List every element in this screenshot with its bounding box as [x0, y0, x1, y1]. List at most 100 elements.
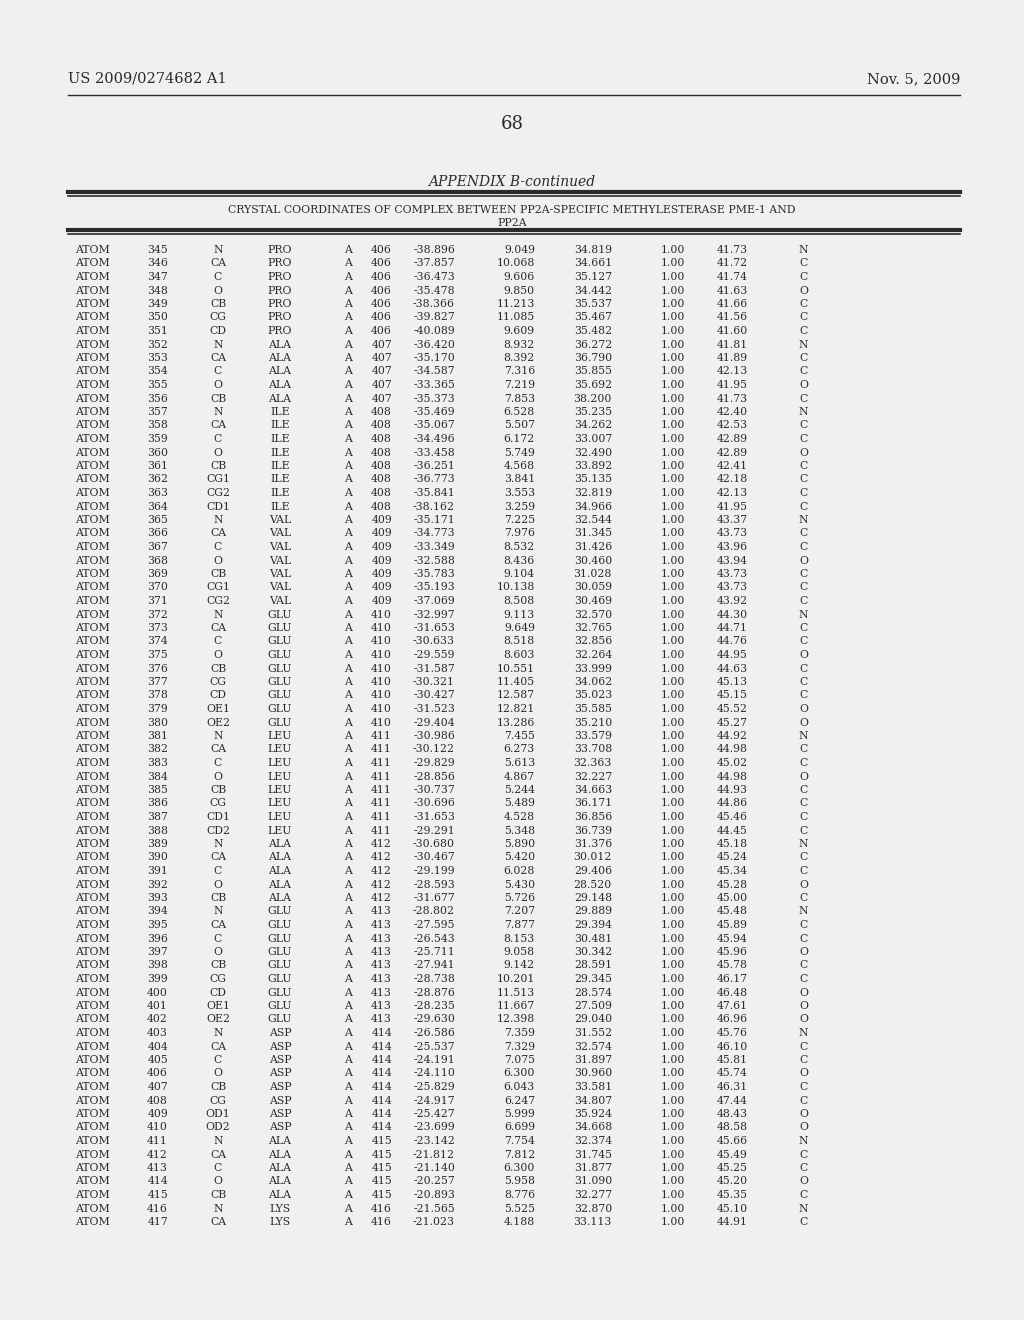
Text: -36.251: -36.251 — [413, 461, 455, 471]
Text: 35.210: 35.210 — [573, 718, 612, 727]
Text: O: O — [799, 987, 808, 998]
Text: CG: CG — [210, 974, 226, 983]
Text: 45.35: 45.35 — [717, 1191, 748, 1200]
Text: 31.345: 31.345 — [573, 528, 612, 539]
Text: 409: 409 — [372, 528, 392, 539]
Text: 411: 411 — [147, 1137, 168, 1146]
Text: 373: 373 — [147, 623, 168, 634]
Text: 41.95: 41.95 — [717, 380, 748, 389]
Text: 35.537: 35.537 — [574, 300, 612, 309]
Text: ATOM: ATOM — [75, 718, 110, 727]
Text: Nov. 5, 2009: Nov. 5, 2009 — [866, 73, 961, 86]
Text: 32.227: 32.227 — [573, 771, 612, 781]
Text: ATOM: ATOM — [75, 664, 110, 673]
Text: 7.207: 7.207 — [504, 907, 535, 916]
Text: 45.24: 45.24 — [717, 853, 748, 862]
Text: 1.00: 1.00 — [660, 272, 685, 282]
Text: ATOM: ATOM — [75, 1001, 110, 1011]
Text: 45.94: 45.94 — [717, 933, 748, 944]
Text: C: C — [800, 1041, 808, 1052]
Text: O: O — [799, 771, 808, 781]
Text: -32.997: -32.997 — [414, 610, 455, 619]
Text: 44.45: 44.45 — [717, 825, 748, 836]
Text: ATOM: ATOM — [75, 840, 110, 849]
Text: 12.398: 12.398 — [497, 1015, 535, 1024]
Text: 1.00: 1.00 — [660, 825, 685, 836]
Text: 408: 408 — [371, 461, 392, 471]
Text: ATOM: ATOM — [75, 285, 110, 296]
Text: 33.113: 33.113 — [573, 1217, 612, 1228]
Text: 32.765: 32.765 — [573, 623, 612, 634]
Text: O: O — [799, 704, 808, 714]
Text: 32.277: 32.277 — [573, 1191, 612, 1200]
Text: 1.00: 1.00 — [660, 946, 685, 957]
Text: 410: 410 — [371, 677, 392, 686]
Text: ALA: ALA — [268, 894, 292, 903]
Text: 41.73: 41.73 — [717, 393, 748, 404]
Text: ATOM: ATOM — [75, 582, 110, 593]
Text: ASP: ASP — [268, 1055, 291, 1065]
Text: 408: 408 — [371, 502, 392, 511]
Text: 34.262: 34.262 — [573, 421, 612, 430]
Text: 413: 413 — [371, 1015, 392, 1024]
Text: C: C — [800, 664, 808, 673]
Text: CB: CB — [210, 393, 226, 404]
Text: A: A — [344, 1001, 352, 1011]
Text: ASP: ASP — [268, 1096, 291, 1106]
Text: C: C — [800, 543, 808, 552]
Text: 7.075: 7.075 — [504, 1055, 535, 1065]
Text: ATOM: ATOM — [75, 434, 110, 444]
Text: 1.00: 1.00 — [660, 246, 685, 255]
Text: 414: 414 — [372, 1028, 392, 1038]
Text: ILE: ILE — [270, 421, 290, 430]
Text: ILE: ILE — [270, 407, 290, 417]
Text: 34.661: 34.661 — [573, 259, 612, 268]
Text: 353: 353 — [147, 352, 168, 363]
Text: O: O — [799, 1109, 808, 1119]
Text: 1.00: 1.00 — [660, 352, 685, 363]
Text: A: A — [344, 515, 352, 525]
Text: 1.00: 1.00 — [660, 744, 685, 755]
Text: 406: 406 — [371, 259, 392, 268]
Text: O: O — [799, 718, 808, 727]
Text: CG1: CG1 — [206, 582, 230, 593]
Text: A: A — [344, 1015, 352, 1024]
Text: A: A — [344, 718, 352, 727]
Text: 31.028: 31.028 — [573, 569, 612, 579]
Text: ATOM: ATOM — [75, 1122, 110, 1133]
Text: 1.00: 1.00 — [660, 961, 685, 970]
Text: 1.00: 1.00 — [660, 785, 685, 795]
Text: 391: 391 — [147, 866, 168, 876]
Text: ATOM: ATOM — [75, 1109, 110, 1119]
Text: 414: 414 — [372, 1082, 392, 1092]
Text: -30.737: -30.737 — [414, 785, 455, 795]
Text: 42.41: 42.41 — [717, 461, 748, 471]
Text: 1.00: 1.00 — [660, 933, 685, 944]
Text: CA: CA — [210, 623, 226, 634]
Text: 382: 382 — [147, 744, 168, 755]
Text: 4.568: 4.568 — [504, 461, 535, 471]
Text: 7.219: 7.219 — [504, 380, 535, 389]
Text: CB: CB — [210, 569, 226, 579]
Text: ATOM: ATOM — [75, 946, 110, 957]
Text: ASP: ASP — [268, 1109, 291, 1119]
Text: -28.802: -28.802 — [413, 907, 455, 916]
Text: 5.749: 5.749 — [504, 447, 535, 458]
Text: CA: CA — [210, 744, 226, 755]
Text: 8.532: 8.532 — [504, 543, 535, 552]
Text: A: A — [344, 421, 352, 430]
Text: 11.085: 11.085 — [497, 313, 535, 322]
Text: A: A — [344, 704, 352, 714]
Text: CA: CA — [210, 1041, 226, 1052]
Text: -37.069: -37.069 — [414, 597, 455, 606]
Text: ATOM: ATOM — [75, 461, 110, 471]
Text: 42.13: 42.13 — [717, 488, 748, 498]
Text: 1.00: 1.00 — [660, 636, 685, 647]
Text: ALA: ALA — [268, 367, 292, 376]
Text: ATOM: ATOM — [75, 447, 110, 458]
Text: GLU: GLU — [267, 677, 292, 686]
Text: 410: 410 — [371, 664, 392, 673]
Text: A: A — [344, 1176, 352, 1187]
Text: ALA: ALA — [268, 380, 292, 389]
Text: -35.170: -35.170 — [414, 352, 455, 363]
